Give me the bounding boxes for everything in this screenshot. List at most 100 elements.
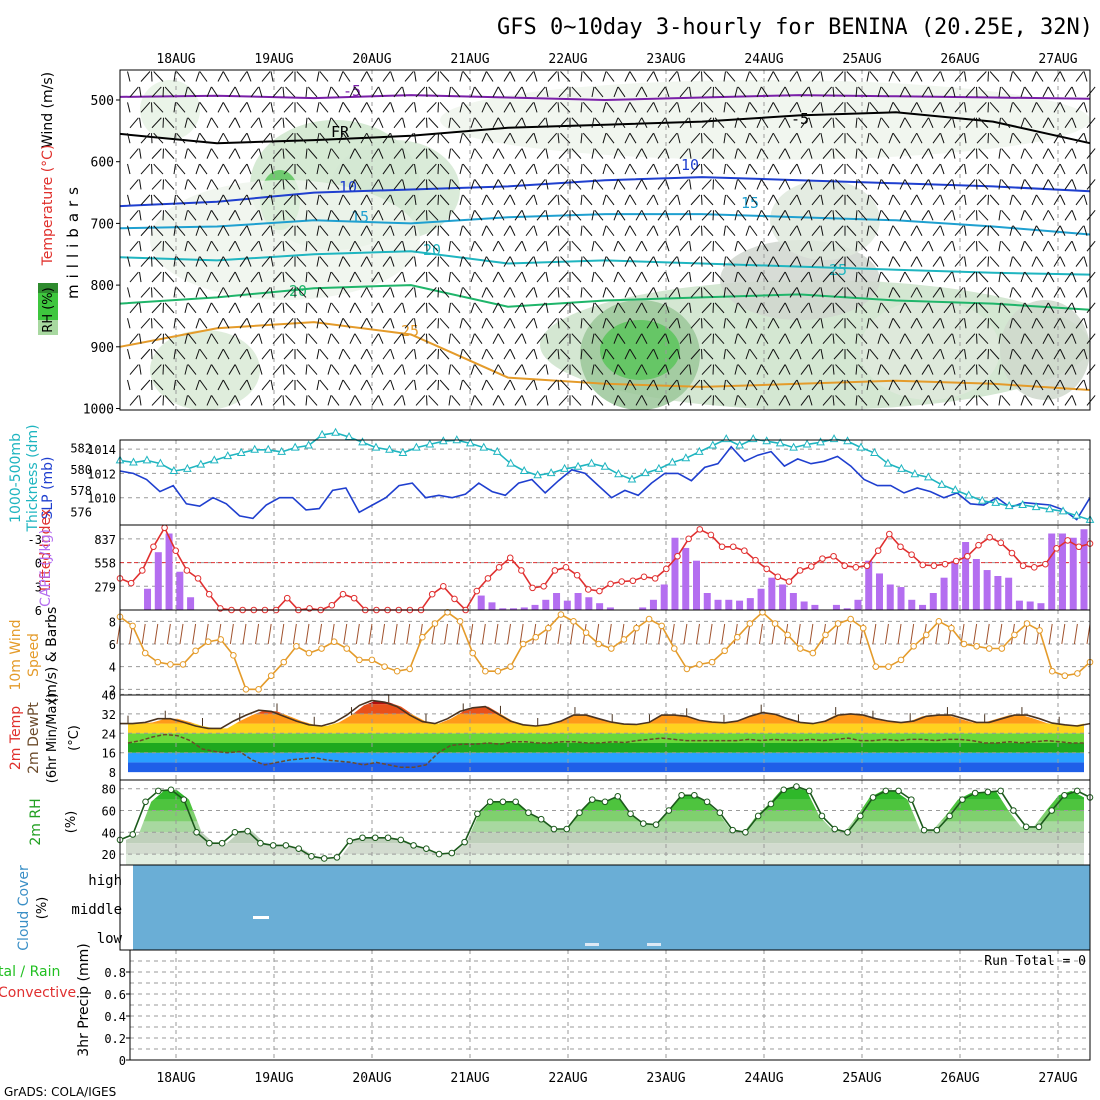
wind-barb bbox=[835, 271, 846, 283]
wind-barb bbox=[580, 102, 583, 113]
wind-barb bbox=[723, 133, 726, 144]
wind-barb bbox=[250, 117, 259, 129]
wind-barb bbox=[772, 102, 780, 113]
wind-barb bbox=[635, 86, 643, 98]
wind-barb bbox=[211, 364, 219, 375]
wind-barb bbox=[822, 240, 833, 252]
wind-barb bbox=[234, 240, 241, 252]
wind-barb bbox=[246, 256, 252, 267]
wind-barb bbox=[580, 318, 583, 329]
wind-barb bbox=[404, 163, 414, 175]
wind-barb bbox=[319, 287, 329, 298]
wind-barb bbox=[439, 194, 450, 206]
wind-barb bbox=[439, 287, 450, 298]
wind-barb bbox=[176, 194, 186, 206]
wind-barb bbox=[602, 256, 607, 267]
wind10-series-marker bbox=[847, 615, 854, 623]
wind-barb bbox=[545, 210, 549, 221]
wind-barb bbox=[653, 225, 659, 236]
wind-barb bbox=[677, 379, 681, 391]
wind-barb bbox=[557, 349, 560, 360]
wind-barb bbox=[582, 379, 593, 391]
wind-barb bbox=[428, 395, 439, 406]
wind10-barb bbox=[507, 623, 512, 645]
rh2m-series-marker bbox=[308, 852, 315, 860]
wind-barb bbox=[258, 210, 263, 221]
wind-barb bbox=[1036, 71, 1044, 82]
wind-barb bbox=[857, 364, 868, 375]
wind-barb bbox=[305, 179, 308, 190]
wind-barb bbox=[617, 148, 626, 159]
wind10-barb bbox=[973, 623, 978, 645]
wind10-barb bbox=[456, 623, 461, 645]
wind-barb bbox=[772, 132, 780, 144]
wind10-barb bbox=[280, 623, 285, 645]
rh2m-series-marker bbox=[691, 791, 698, 799]
wind-barb bbox=[261, 379, 271, 391]
wind-barb bbox=[217, 256, 224, 267]
wind-barb bbox=[1042, 240, 1049, 252]
wind-barb bbox=[749, 194, 758, 206]
wind-barb bbox=[591, 302, 595, 313]
wind-barb bbox=[657, 271, 666, 283]
wind10-series-marker bbox=[293, 642, 300, 650]
cape-bar bbox=[606, 607, 614, 610]
wind-barb bbox=[784, 179, 791, 190]
wind-barb bbox=[228, 86, 236, 98]
wind-barb bbox=[393, 117, 403, 129]
wind-barb bbox=[737, 86, 747, 98]
wind-barb bbox=[952, 210, 956, 221]
wind-barb bbox=[371, 271, 379, 283]
wind-barb bbox=[338, 163, 344, 175]
wind-barb bbox=[382, 132, 391, 144]
rh2m-series-marker bbox=[257, 839, 264, 847]
wind-barb bbox=[756, 179, 762, 190]
wind-barb bbox=[533, 133, 538, 144]
wind-barb bbox=[140, 194, 151, 206]
wind-barb bbox=[199, 225, 208, 237]
wind-barb bbox=[222, 379, 230, 391]
thickness-series-marker bbox=[169, 465, 179, 474]
wind-barb bbox=[176, 287, 186, 298]
wind-barb bbox=[258, 271, 263, 283]
wind-barb bbox=[846, 132, 857, 144]
thickness-series-marker bbox=[129, 457, 138, 466]
wind-barb bbox=[796, 71, 802, 82]
rh2m-series-marker bbox=[844, 829, 851, 836]
wind-barb bbox=[261, 225, 271, 237]
wind-barb bbox=[767, 225, 774, 236]
thickness-series-marker bbox=[694, 446, 704, 455]
lifted-index-series-marker bbox=[629, 577, 637, 585]
p2-thick1-label: 1000-500mb bbox=[8, 433, 24, 523]
lifted-index-series-marker bbox=[428, 590, 436, 598]
wind-barb bbox=[272, 271, 283, 283]
wind-barb bbox=[349, 148, 356, 159]
lifted-index-series-marker bbox=[975, 541, 982, 549]
wind-barb bbox=[451, 302, 461, 314]
wind-barb bbox=[342, 102, 351, 113]
wind-barb bbox=[943, 240, 953, 252]
wind-barb bbox=[767, 102, 774, 113]
wind-barb bbox=[497, 302, 505, 314]
wind-barb bbox=[173, 194, 176, 205]
wind-barb bbox=[217, 287, 224, 298]
wind-barb bbox=[677, 349, 681, 360]
wind-barb bbox=[1024, 179, 1033, 190]
wind-barb bbox=[228, 148, 236, 159]
wind-barb bbox=[998, 333, 1001, 344]
wind-barb bbox=[184, 210, 188, 221]
wind-barb bbox=[1053, 194, 1061, 206]
wind-barb bbox=[1059, 163, 1066, 175]
wind-barb bbox=[869, 348, 879, 360]
wind-barb bbox=[509, 256, 516, 267]
wind-barb bbox=[1071, 271, 1077, 283]
wind-barb bbox=[1042, 179, 1049, 190]
p7-label-b: (%) bbox=[35, 897, 50, 920]
wind-barb bbox=[414, 71, 417, 82]
wind-barb bbox=[888, 194, 894, 206]
wind-barb bbox=[415, 209, 426, 221]
wind-barb bbox=[571, 148, 582, 159]
wind-barb bbox=[270, 102, 274, 113]
cape-bar bbox=[832, 604, 840, 610]
wind-barb bbox=[206, 271, 212, 283]
